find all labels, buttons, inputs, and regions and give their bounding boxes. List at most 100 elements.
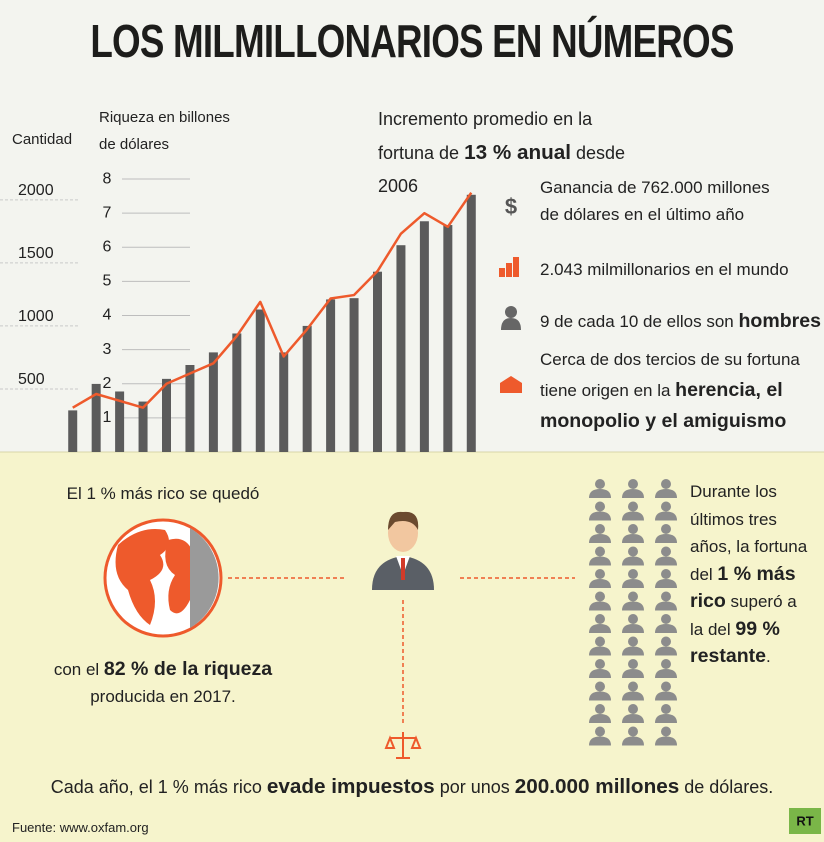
title: LOS MILMILLONARIOS EN NÚMEROS: [90, 15, 734, 67]
logo: RT: [789, 808, 821, 834]
person-figure: [628, 524, 638, 534]
person-figure: [628, 659, 638, 669]
person-figure: [628, 704, 638, 714]
globe-icon: [103, 518, 223, 638]
person-figure: [655, 669, 677, 678]
person-figure: [589, 736, 611, 746]
y2-tick-label: 1: [103, 409, 112, 426]
emphasis: 82 % de la riqueza: [103, 658, 273, 680]
person-figure: [595, 636, 605, 647]
bar: [208, 352, 218, 452]
bar: [466, 194, 476, 453]
person-figure: [661, 591, 671, 602]
y2-tick-label: 5: [103, 273, 112, 290]
person-figure: [655, 691, 677, 701]
person-figure: [661, 659, 671, 669]
person-figure: [622, 669, 644, 678]
person-figure: [622, 714, 644, 723]
person-figure: [589, 579, 611, 588]
text: Durante los últimos tres años, la fortun…: [690, 482, 808, 584]
bar: [68, 410, 78, 452]
person-figure: [661, 479, 671, 489]
text: Cada año, el 1 % más rico: [50, 777, 267, 797]
y2-axis-label: Riqueza en billones de dólares: [99, 109, 230, 153]
bar: [396, 245, 406, 452]
connector-lines: [228, 577, 575, 725]
bar: [302, 325, 312, 452]
person-figure: [628, 501, 638, 512]
person-figure: [655, 579, 677, 588]
text: Cerca de dos tercios de su fortuna tiene…: [540, 350, 800, 400]
person-figure: [655, 624, 677, 633]
person-figure: [628, 726, 638, 737]
person-figure: [628, 479, 638, 489]
text: de dólares.: [679, 777, 774, 797]
bar: [255, 309, 265, 452]
bar: [138, 401, 148, 452]
emphasis: evade impuestos: [266, 775, 435, 798]
person-figure: [628, 546, 638, 557]
person-figure: [628, 569, 638, 579]
text: superó a la del: [690, 592, 797, 639]
emphasis: 1 % más rico: [690, 562, 796, 613]
person-figure: [622, 601, 644, 611]
fact-text: Ganancia de 762.000 millones de dólares …: [540, 174, 770, 228]
text: 2.043 milmillonarios en el mundo: [540, 260, 789, 279]
person-figure: [628, 614, 638, 624]
person-figure: [595, 501, 605, 512]
bar: [232, 333, 242, 452]
person-figure: [622, 646, 644, 656]
bar: [185, 365, 195, 452]
y2-tick-label: 6: [103, 239, 112, 256]
emphasis: hombres: [738, 310, 821, 332]
person-figure: [655, 601, 677, 611]
fact-text: Cerca de dos tercios de su fortuna tiene…: [540, 345, 815, 437]
person-figure: [655, 511, 677, 521]
y-tick-label: 2000: [18, 182, 54, 199]
left-top-text: El 1 % más rico se quedó: [66, 484, 260, 503]
person-figure: [595, 524, 605, 534]
person-figure: [661, 569, 671, 579]
text: Ganancia de 762.000 millones de dólares …: [540, 178, 770, 224]
person-figure: [595, 704, 605, 714]
text: con el: [53, 660, 104, 679]
person-figure: [661, 636, 671, 647]
person-figure: [655, 714, 677, 723]
person-figure: [622, 736, 644, 746]
bar: [373, 271, 382, 452]
person-figure: [622, 511, 644, 521]
person-figure: [661, 704, 671, 714]
emphasis: 200.000 millones: [514, 775, 680, 798]
text: Incremento promedio en la fortuna de: [378, 109, 593, 163]
y2-tick-label: 7: [103, 204, 112, 221]
y2-tick-label: 3: [103, 341, 112, 358]
bar: [419, 221, 429, 452]
scale-icon: [384, 732, 422, 759]
text: .: [766, 647, 771, 666]
person-figure: [622, 624, 644, 633]
bar: [115, 391, 125, 452]
person-figure: [589, 624, 611, 633]
person-figure: [622, 534, 644, 543]
person-figure: [622, 691, 644, 701]
growth-text: Incremento promedio en la fortuna de 13 …: [378, 103, 648, 203]
person-figure: [622, 579, 644, 588]
person-figure: [655, 646, 677, 656]
person-figure: [622, 556, 644, 566]
bar: [349, 298, 359, 452]
person-figure: [589, 601, 611, 611]
person-figure: [661, 614, 671, 624]
emphasis: 99 % restante: [690, 617, 780, 668]
y-tick-label: 500: [18, 371, 45, 388]
left-bottom-text: con el 82 % de la riqueza producida en 2…: [33, 656, 293, 710]
person-figure: [655, 534, 677, 543]
fact-text: 2.043 milmillonarios en el mundo: [540, 256, 820, 283]
person-figure: [589, 556, 611, 566]
person-figure: [589, 691, 611, 701]
person-figure: [589, 511, 611, 521]
emphasis: 13 % anual: [464, 141, 571, 164]
person-figure: [661, 726, 671, 737]
bar: [326, 299, 336, 452]
